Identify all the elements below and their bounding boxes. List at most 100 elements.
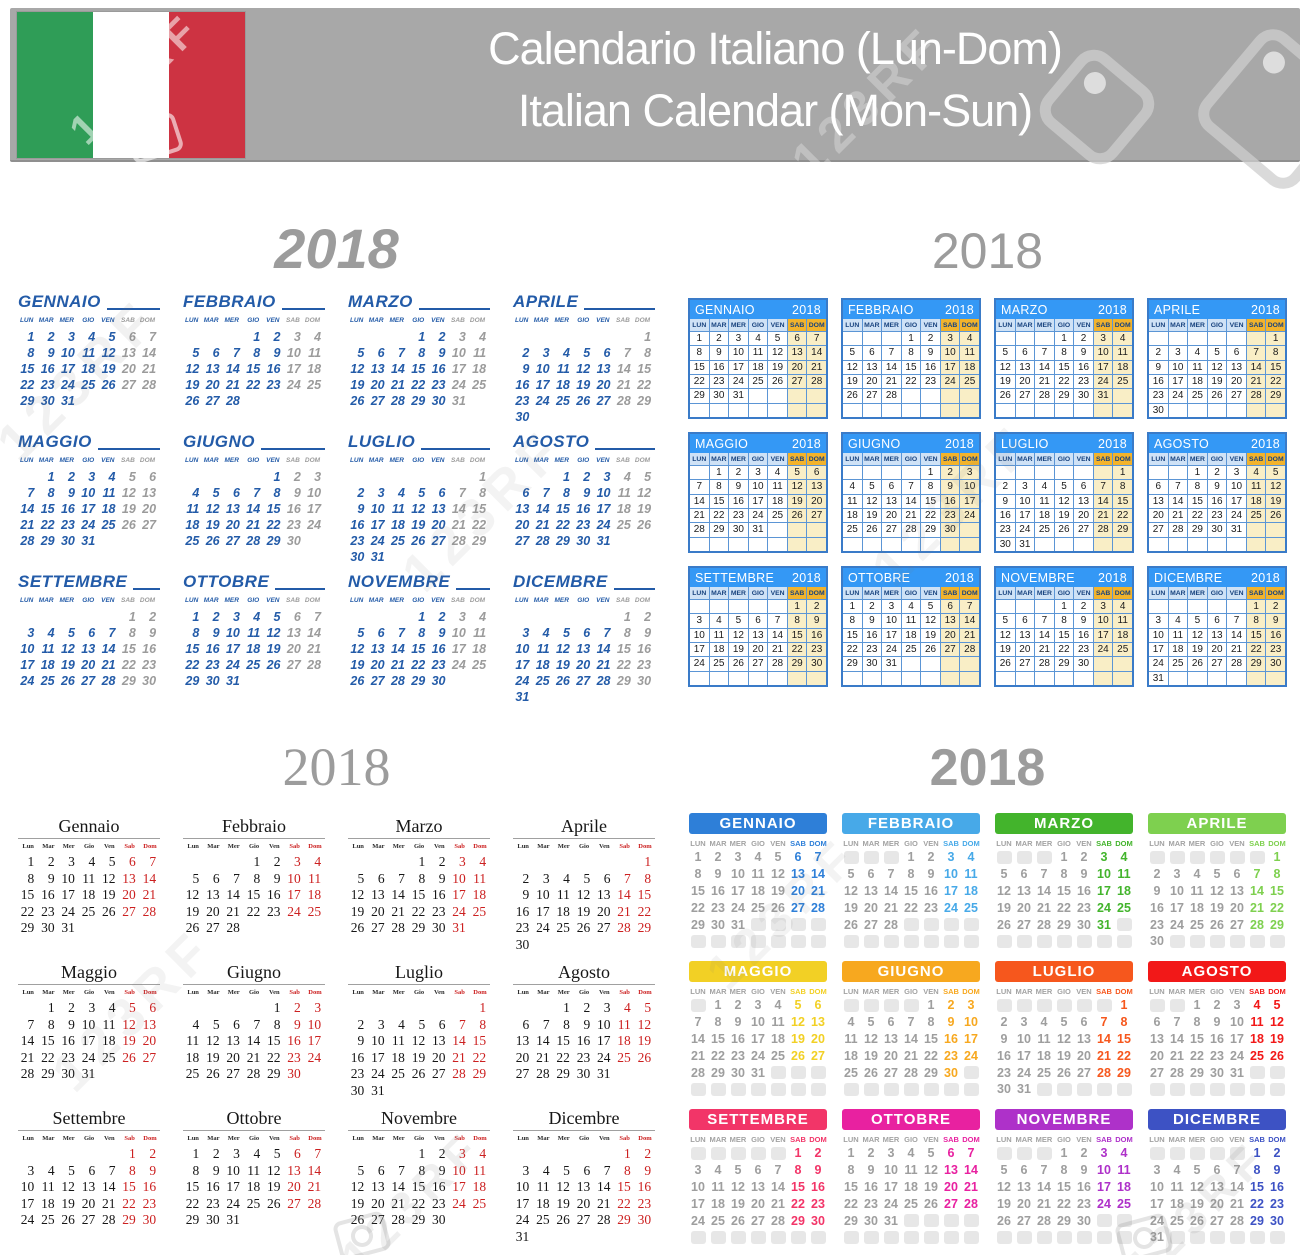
day-cell: 24 [691, 1213, 705, 1228]
day-cell: 20 [1230, 900, 1244, 915]
empty-day-square [1076, 1230, 1092, 1244]
day-cell: 3 [960, 466, 979, 480]
day-cell: 10 [960, 480, 979, 494]
day-cell: 19 [185, 378, 200, 392]
empty-cell [841, 933, 861, 950]
empty-cell [709, 600, 729, 614]
day-cell: 7 [27, 1016, 35, 1032]
day-cell: 5 [108, 854, 116, 869]
empty-cell [768, 1229, 788, 1246]
day-cell: 21 [1035, 374, 1054, 389]
day-cell: 25 [307, 903, 322, 919]
weekday-label: SAB [943, 1134, 959, 1144]
day-cell: 17 [515, 658, 530, 672]
day-cell: 2 [68, 1000, 75, 1015]
empty-cell [940, 403, 960, 417]
day-cell: 5 [1273, 998, 1281, 1013]
month-febbraio: Febbraio Lun Mar Mer Gio Ven Sab Dom 1 2 3 4 5 6 7 8 9 10… [183, 816, 325, 962]
day-cell: 25 [960, 374, 979, 389]
day-cell: 1 [1273, 850, 1281, 865]
day-cell: 17 [20, 1195, 35, 1211]
empty-cell [1207, 332, 1227, 346]
day-cell: 9 [644, 626, 652, 640]
day-cell: 22 [246, 903, 261, 919]
weekday-label: DOM [1266, 319, 1285, 331]
empty-cell [1188, 671, 1207, 685]
day-cell: 26 [1210, 917, 1224, 932]
empty-cell [941, 1081, 961, 1098]
day-cell: 27 [596, 920, 611, 935]
day-cell: 28 [616, 394, 631, 408]
month-name-label: NOVEMBRE [348, 572, 451, 591]
weekday-label: LUN [843, 1134, 859, 1144]
month-name: Febbraio [183, 816, 325, 839]
day-cell: 10 [1015, 494, 1035, 508]
weekday-label: Mer [392, 843, 405, 850]
day-cell: 9 [583, 486, 591, 500]
weekday-label: MER [1035, 1134, 1053, 1144]
day-cell: 25 [771, 1048, 785, 1063]
day-cell: 27 [1207, 657, 1227, 671]
day-cell: 18 [751, 883, 765, 898]
month-grid: LUN MAR MER GIO VEN SAB DOM 1 2 3 4 5 6 7 8 9 10 11 12 13 14… [1149, 453, 1285, 551]
day-cell: 21 [596, 658, 611, 672]
day-cell: 12 [266, 1162, 281, 1178]
day-cell: 21 [451, 518, 466, 532]
day-cell: 12 [997, 883, 1011, 898]
day-cell: 28 [768, 657, 787, 671]
day-cell: 26 [555, 674, 570, 688]
empty-cell [787, 403, 807, 417]
day-cell: 5 [867, 1015, 875, 1030]
day-cell: 3 [1227, 466, 1246, 480]
day-cell: 30 [1150, 934, 1164, 949]
day-cell: 9 [1074, 614, 1093, 628]
month-grid: LUN MAR MER GIO VEN SAB DOM 1 2 3 4 5 6 7 8 9 10 11 12 13 14… [18, 455, 160, 549]
day-cell: 11 [1113, 346, 1132, 360]
day-cell: 16 [996, 508, 1015, 523]
day-cell: 3 [1093, 600, 1113, 614]
day-cell: 27 [864, 917, 878, 932]
day-cell: 20 [205, 378, 220, 392]
day-cell: 18 [101, 1033, 116, 1048]
day-cell: 5 [794, 998, 802, 1013]
empty-day-square [996, 934, 1012, 948]
month-grid: LUN MAR MER GIO VEN SAB DOM 1 2 3 4 5 6 7 8 9 10 11 12 13 14… [1147, 837, 1287, 950]
day-cell: 8 [709, 480, 729, 494]
day-cell: 10 [226, 1162, 240, 1178]
day-cell: 26 [996, 657, 1015, 671]
month-grid: Lun Mar Mer Gio Ven Sab Dom 1 2 3 4 5 6 7 8 9 10 11 12 13 14… [348, 841, 490, 937]
day-cell: 28 [535, 534, 550, 548]
day-cell: 18 [1117, 1179, 1131, 1194]
day-cell: 20 [81, 1195, 96, 1211]
day-cell: 11 [536, 1179, 550, 1194]
weekday-label: LUN [19, 317, 34, 324]
day-cell: 14 [901, 494, 921, 508]
weekday-label: VEN [1076, 986, 1092, 996]
empty-day-square [1116, 918, 1132, 932]
day-cell: 25 [1117, 1196, 1131, 1211]
month-grid: LUN MAR MER GIO VEN SAB DOM 1 2 3 4 5 6 7 8 9 10 11 12 13 14… [1147, 985, 1287, 1098]
day-cell: 29 [472, 534, 487, 548]
day-cell: 2 [1207, 466, 1227, 480]
day-cell: 1 [192, 610, 200, 624]
day-cell: 27 [882, 523, 901, 537]
empty-cell [533, 854, 553, 871]
weekday-label: DOM [469, 457, 486, 464]
day-cell: 27 [791, 900, 805, 915]
day-cell: 13 [884, 1031, 898, 1046]
month-header: GENNAIO 2018 [690, 300, 826, 319]
day-cell: 9 [1080, 1163, 1088, 1178]
day-cell: 27 [370, 394, 385, 408]
day-cell: 6 [1080, 1015, 1088, 1030]
day-cell: 3 [522, 626, 530, 640]
empty-cell [862, 332, 882, 346]
empty-cell [729, 671, 748, 685]
empty-cell [574, 1229, 594, 1246]
day-cell: 20 [286, 642, 301, 656]
day-cell: 2 [1273, 1146, 1281, 1161]
day-cell: 4 [253, 610, 261, 624]
day-cell: 12 [350, 362, 365, 376]
day-cell: 15 [1113, 494, 1132, 508]
weekday-label: Lun [187, 1135, 199, 1142]
day-cell: 31 [1015, 537, 1035, 551]
